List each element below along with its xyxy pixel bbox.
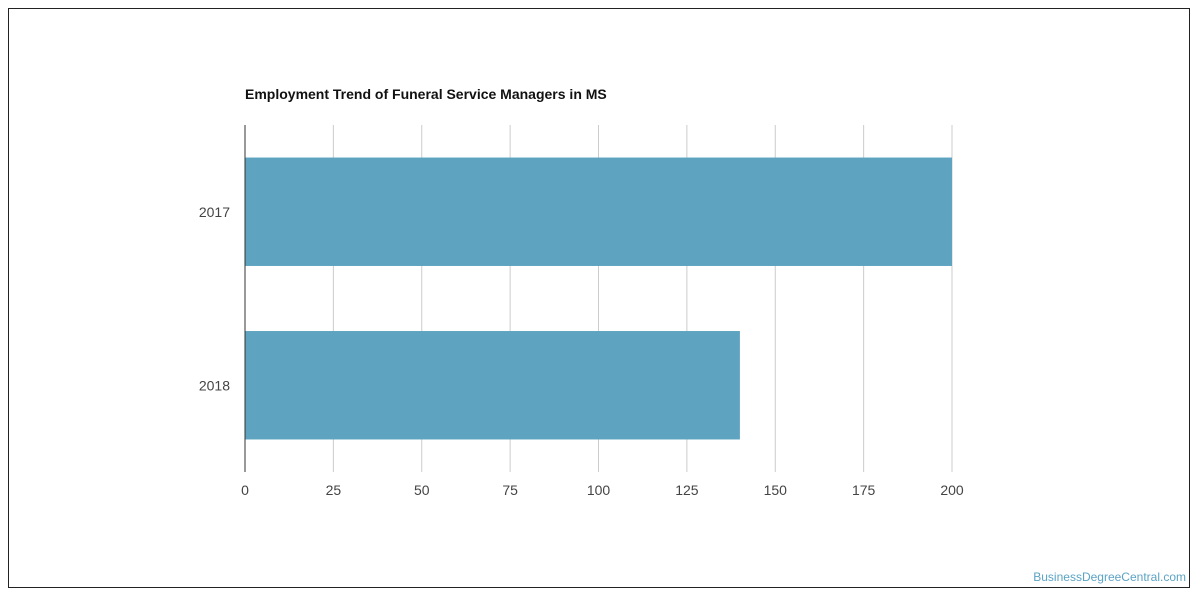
tick-labels: 0 25 50 75 100 125 150 175 200 2017 2018 (199, 204, 964, 498)
bars (245, 157, 952, 440)
x-tick-label: 175 (852, 482, 876, 498)
y-tick-label: 2017 (199, 204, 230, 220)
x-tick-label: 50 (414, 482, 430, 498)
x-tick-label: 75 (502, 482, 518, 498)
y-tick-label: 2018 (199, 377, 230, 393)
x-tick-label: 125 (675, 482, 699, 498)
x-tick-label: 100 (587, 482, 611, 498)
bar-2018 (245, 331, 740, 440)
x-tick-label: 25 (326, 482, 342, 498)
x-tick-label: 200 (940, 482, 964, 498)
chart-title: Employment Trend of Funeral Service Mana… (245, 86, 607, 102)
x-tick-label: 150 (764, 482, 788, 498)
watermark-text: BusinessDegreeCentral.com (1033, 570, 1186, 584)
bar-2017 (245, 157, 952, 266)
x-tick-label: 0 (241, 482, 249, 498)
